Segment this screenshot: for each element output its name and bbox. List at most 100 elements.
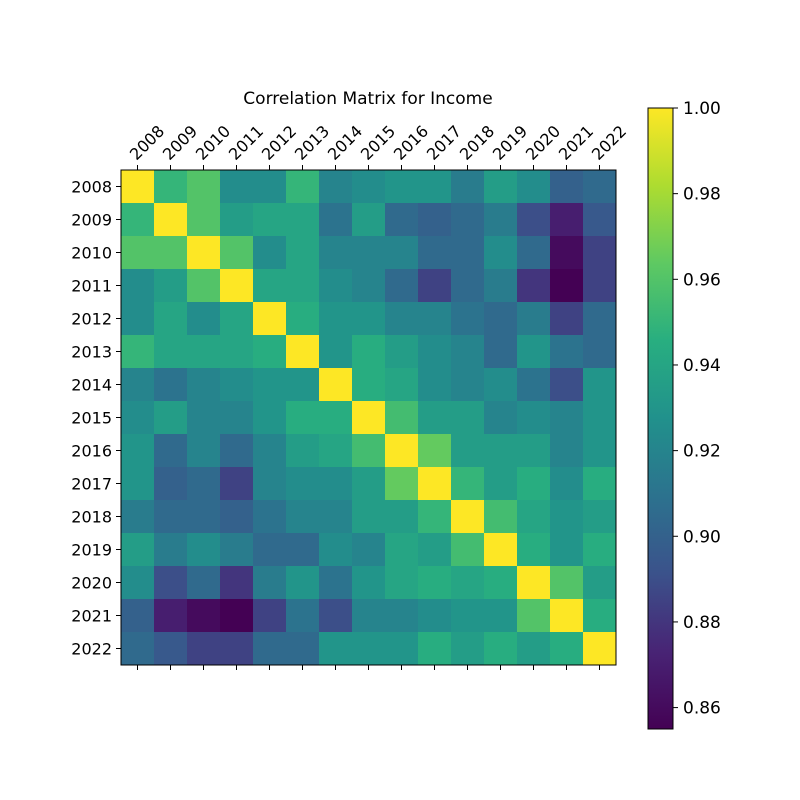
heatmap-cell	[550, 401, 584, 435]
heatmap-cell	[187, 500, 221, 534]
heatmap-cell	[187, 599, 221, 633]
heatmap-cell	[385, 269, 419, 303]
y-tick-label: 2010	[71, 244, 112, 263]
heatmap-cell	[319, 500, 353, 534]
heatmap-cell	[451, 566, 485, 600]
heatmap-cell	[517, 599, 551, 633]
heatmap-cell	[451, 203, 485, 237]
heatmap-cell	[484, 335, 518, 369]
y-tick-label: 2014	[71, 376, 112, 395]
colorbar-tick-label: 0.86	[683, 699, 721, 719]
heatmap-cell	[121, 269, 155, 303]
heatmap-cell	[220, 500, 254, 534]
heatmap-cell	[583, 434, 617, 468]
heatmap-cell	[352, 401, 386, 435]
heatmap-cell	[550, 269, 584, 303]
heatmap-cell	[154, 269, 188, 303]
x-tick-label: 2009	[159, 122, 201, 164]
heatmap-cell	[154, 599, 188, 633]
heatmap-cell	[583, 335, 617, 369]
x-tick-label: 2019	[489, 122, 531, 164]
heatmap-cell	[583, 599, 617, 633]
heatmap-cell	[121, 434, 155, 468]
heatmap-cell	[286, 533, 320, 567]
x-tick-label: 2013	[291, 122, 333, 164]
heatmap-cell	[352, 269, 386, 303]
heatmap-cell	[517, 236, 551, 270]
heatmap-cell	[121, 170, 155, 204]
colorbar-tick-label: 0.92	[683, 442, 721, 462]
heatmap-cell	[286, 632, 320, 666]
heatmap-cell	[187, 434, 221, 468]
heatmap-cell	[583, 632, 617, 666]
colorbar-tick-label: 0.94	[683, 356, 721, 376]
heatmap-cell	[451, 335, 485, 369]
heatmap-cell	[517, 335, 551, 369]
heatmap-cell	[550, 368, 584, 402]
heatmap-cell	[352, 467, 386, 501]
heatmap-cell	[550, 170, 584, 204]
x-tick-label: 2020	[522, 122, 564, 164]
heatmap-cell	[154, 170, 188, 204]
heatmap-cell	[517, 203, 551, 237]
heatmap-cell	[451, 632, 485, 666]
heatmap-cell	[583, 269, 617, 303]
heatmap-cell	[121, 368, 155, 402]
heatmap-cell	[550, 335, 584, 369]
heatmap-cell	[352, 170, 386, 204]
heatmap-cell	[121, 632, 155, 666]
heatmap-cell	[253, 335, 287, 369]
heatmap-cell	[154, 467, 188, 501]
heatmap-cell	[550, 236, 584, 270]
heatmap-cell	[418, 566, 452, 600]
colorbar-tick-label: 0.98	[683, 185, 721, 205]
heatmap-cell	[517, 632, 551, 666]
colorbar-ticks: 0.86 0.88 0.90 0.92 0.94 0.96 0.98 1.00	[673, 99, 721, 719]
heatmap-cell	[253, 533, 287, 567]
heatmap-cell	[385, 170, 419, 204]
heatmap-cell	[154, 368, 188, 402]
heatmap-cell	[220, 236, 254, 270]
heatmap-cell	[253, 269, 287, 303]
heatmap-cell	[385, 533, 419, 567]
heatmap-cell	[517, 566, 551, 600]
heatmap-cell	[583, 401, 617, 435]
heatmap-cell	[385, 203, 419, 237]
heatmap-cell	[418, 269, 452, 303]
heatmap-cell	[550, 203, 584, 237]
heatmap-cell	[187, 269, 221, 303]
heatmap-cell	[253, 632, 287, 666]
heatmap-cell	[550, 467, 584, 501]
heatmap-cell	[121, 302, 155, 336]
heatmap-cell	[550, 533, 584, 567]
heatmap-cell	[418, 632, 452, 666]
heatmap-cell	[319, 236, 353, 270]
heatmap-cell	[187, 302, 221, 336]
heatmap-cell	[451, 368, 485, 402]
heatmap-cell	[451, 500, 485, 534]
heatmap-cell	[253, 236, 287, 270]
heatmap-cell	[319, 302, 353, 336]
heatmap-cell	[385, 335, 419, 369]
heatmap-cell	[583, 500, 617, 534]
heatmap-cell	[385, 599, 419, 633]
heatmap-cell	[286, 434, 320, 468]
heatmap-cell	[385, 368, 419, 402]
x-tick-label: 2008	[126, 122, 168, 164]
heatmap-cell	[319, 632, 353, 666]
heatmap-cell	[517, 533, 551, 567]
x-tick-label: 2018	[456, 122, 498, 164]
heatmap-cell	[385, 236, 419, 270]
y-tick-label: 2019	[71, 541, 112, 560]
heatmap-cell	[253, 302, 287, 336]
heatmap-cell	[286, 335, 320, 369]
heatmap-cell	[220, 533, 254, 567]
heatmap-cell	[484, 236, 518, 270]
y-tick-label: 2020	[71, 574, 112, 593]
y-tick-label: 2021	[71, 607, 112, 626]
y-tick-label: 2022	[71, 640, 112, 659]
heatmap-cell	[385, 566, 419, 600]
heatmap-cell	[319, 335, 353, 369]
x-tick-label: 2022	[588, 122, 630, 164]
